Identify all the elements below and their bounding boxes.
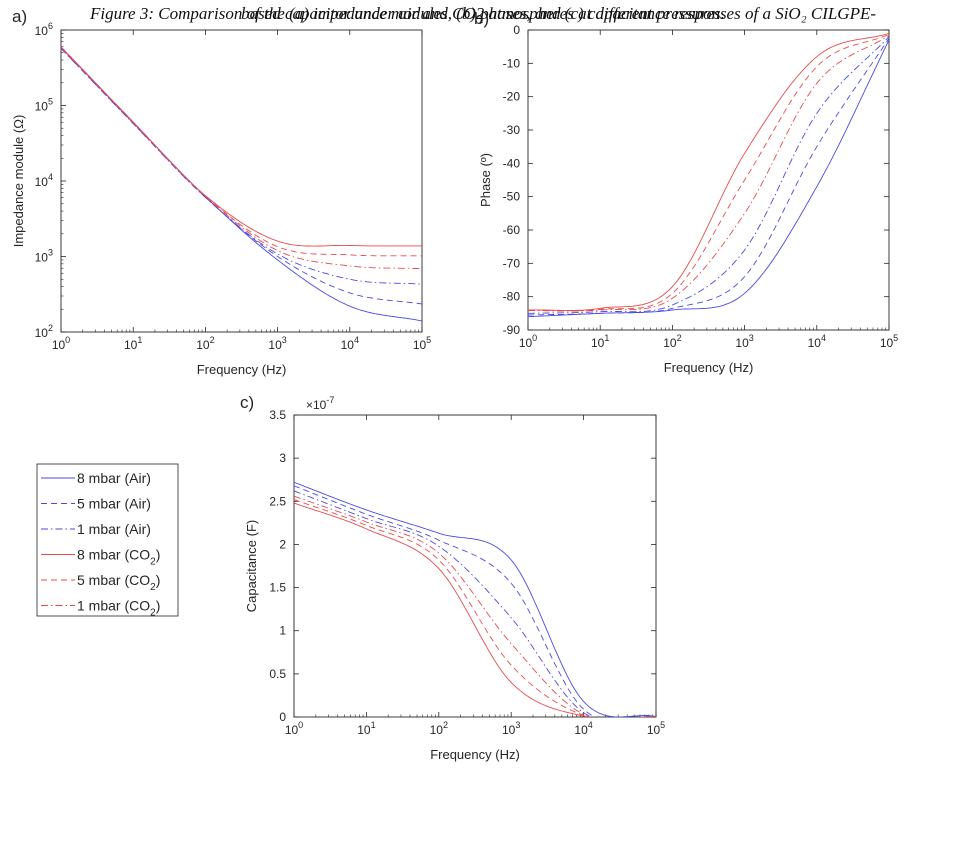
y-multiplier: ×10-7 [306,395,334,412]
series-line [61,47,422,305]
series-line [294,495,656,717]
y-tick-label: 0 [513,23,520,37]
y-tick-label: -40 [503,156,521,170]
y-tick-label: 2.5 [269,494,286,508]
series-line [528,33,889,312]
axes-box [60,29,423,333]
y-tick-label: 1 [279,624,286,638]
axes-box [527,29,890,331]
y-tick-label: 105 [35,97,53,114]
x-tick-label: 105 [413,335,431,352]
axes-box [293,414,657,718]
y-tick-label: 103 [35,248,53,265]
series-line [528,34,889,312]
y-tick-label: 106 [35,21,53,38]
x-tick-label: 100 [52,335,70,352]
legend-label: 8 mbar (Air) [77,470,151,486]
x-tick-label: 101 [357,720,375,737]
figure: a)100 101 102 103 104 105102103104105106Frequ… [11,7,898,762]
series-line [61,46,422,270]
y-tick-label: -10 [503,56,521,70]
x-axis-label: Frequency (Hz) [664,360,754,375]
y-tick-label: -80 [503,290,521,304]
series-line [294,490,656,717]
series-line [61,46,422,257]
legend-label: 1 mbar (Air) [77,521,151,537]
series-line [294,499,656,717]
y-tick-label: 1.5 [269,581,286,595]
y-axis-label: Impedance module (Ω) [11,115,26,248]
y-tick-label: -30 [503,123,521,137]
y-tick-label: -50 [503,190,521,204]
panel-label: c) [240,393,254,412]
legend: 8 mbar (Air) 5 mbar (Air) 1 mbar (Air) 8 mb… [36,463,179,619]
x-tick-label: 102 [430,720,448,737]
y-tick-label: 2 [279,537,286,551]
x-axis-label: Frequency (Hz) [430,747,520,762]
x-tick-label: 100 [285,720,303,737]
chart-panel-b: b) 100 101 102 103 104 105 0 -10 -20 -30 -40 -50 -60 -… [474,9,898,375]
series-line [528,39,889,318]
y-axis-label: Phase (º) [478,153,493,207]
figure-caption-line-2: based capacitor under air and CO2 atmosp… [241,4,725,23]
y-tick-label: 104 [35,172,53,189]
x-tick-label: 105 [647,720,665,737]
legend-box [36,463,179,617]
x-tick-label: 103 [502,720,520,737]
series-line [294,481,656,717]
y-tick-label: 3.5 [269,408,286,422]
legend-label: 8 mbar (CO2) [77,547,160,568]
x-tick-label: 103 [735,333,753,350]
panel-label: b) [474,9,489,28]
y-tick-label: -60 [503,223,521,237]
y-tick-label: -20 [503,90,521,104]
chart-panel-c: c) 100 101 102 103 104 105 0 0.5 1 1.5 2 2.5 3 3.5 Freq… [240,393,665,762]
series-line [294,502,656,717]
series-line [528,36,889,314]
series-line [61,48,422,285]
panel-label: a) [12,7,27,26]
legend-label: 5 mbar (CO2) [77,572,160,593]
y-tick-label: -90 [503,323,521,337]
figure-caption-line-1: Figure 3: Comparison of the (a) impedanc… [89,4,877,23]
x-tick-label: 102 [663,333,681,350]
y-axis-label: Capacitance (F) [244,520,259,612]
series-line [528,32,889,311]
y-tick-label: 0.5 [269,667,286,681]
series-line [528,38,889,316]
series-line [61,46,422,247]
x-tick-label: 104 [574,720,592,737]
y-tick-label: -70 [503,256,521,270]
legend-label: 5 mbar (Air) [77,496,151,512]
x-tick-label: 101 [591,333,609,350]
x-tick-label: 104 [808,333,826,350]
y-tick-label: 102 [35,323,53,340]
legend-label: 1 mbar (CO2) [77,598,160,619]
x-axis-label: Frequency (Hz) [197,362,287,377]
x-tick-label: 101 [124,335,142,352]
y-tick-label: 0 [279,710,286,724]
x-tick-label: 100 [519,333,537,350]
y-tick-label: 3 [279,451,286,465]
series-line [294,485,656,717]
x-tick-label: 102 [196,335,214,352]
x-tick-label: 103 [268,335,286,352]
x-tick-label: 105 [880,333,898,350]
series-line [61,46,422,322]
chart-panel-a: a) 100 101 102 103 104 105 102 103 104 105 106 Frequ… [11,7,431,377]
x-tick-label: 104 [341,335,359,352]
